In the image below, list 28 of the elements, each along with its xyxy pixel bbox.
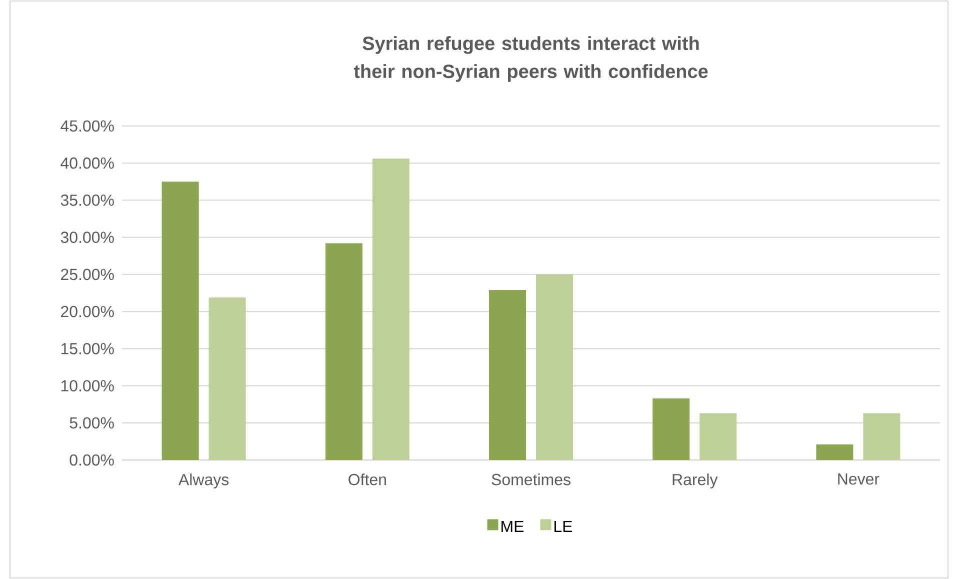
- chart-title: Syrian refugee students interact with their non-Syrian peers with confidence: [354, 36, 708, 82]
- bar: [489, 290, 526, 460]
- bar: [372, 158, 410, 460]
- bar: [208, 297, 246, 460]
- bar: [325, 243, 362, 460]
- legend-label: LE: [554, 520, 572, 532]
- bar: [863, 413, 900, 460]
- y-tick-label: 35.00%: [60, 194, 114, 206]
- x-tick-label: Always: [178, 474, 229, 488]
- x-tick-label: Sometimes: [492, 474, 570, 486]
- y-tick-label: 10.00%: [61, 380, 114, 392]
- y-tick-label: 25.00%: [61, 268, 114, 280]
- y-tick-label: 40.00%: [60, 157, 114, 169]
- bar: [816, 444, 854, 460]
- bar: [162, 182, 199, 460]
- bar: [652, 398, 690, 460]
- y-tick-label: 20.00%: [61, 306, 114, 318]
- bar: [536, 274, 574, 460]
- x-tick-label: Often: [348, 474, 386, 486]
- y-tick-label: 15.00%: [61, 342, 114, 354]
- y-tick-label: 30.00%: [60, 232, 114, 243]
- y-tick-label: 0.00%: [70, 454, 114, 466]
- bar: [700, 413, 737, 460]
- y-tick-label: 5.00%: [70, 417, 114, 429]
- x-tick-label: Rarely: [672, 474, 718, 488]
- y-tick-label: 45.00%: [60, 120, 114, 132]
- x-tick-label: Never: [838, 474, 880, 485]
- legend-label: ME: [502, 520, 524, 532]
